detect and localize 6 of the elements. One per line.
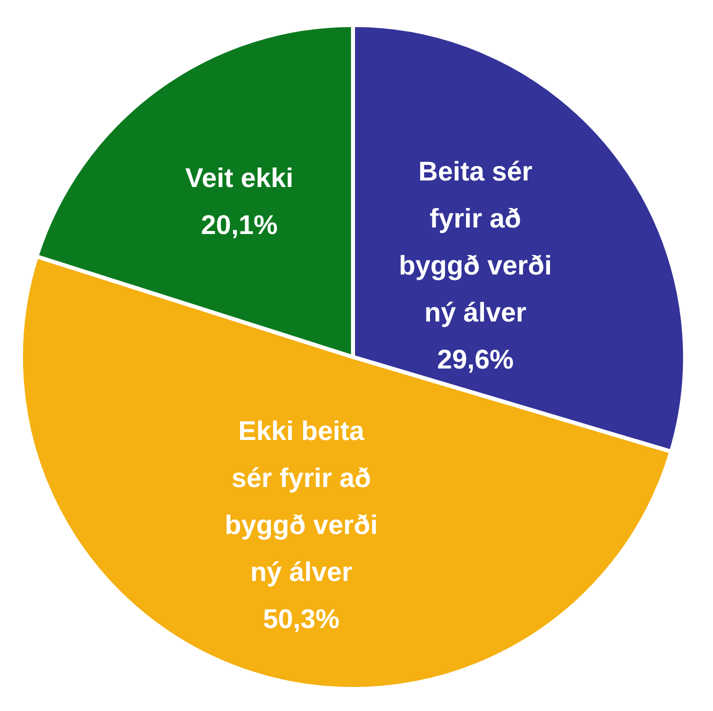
data-label: 20,1% <box>201 210 278 240</box>
slice-label: Beita sér fyrir að byggð verði ný álver <box>398 156 552 328</box>
slice-label: Veit ekki <box>185 163 294 194</box>
data-label: 29,6% <box>437 344 514 375</box>
slice-label: Ekki beita sér fyrir að byggð verði ný álver <box>224 416 378 588</box>
data-label: 50,3% <box>262 604 340 634</box>
